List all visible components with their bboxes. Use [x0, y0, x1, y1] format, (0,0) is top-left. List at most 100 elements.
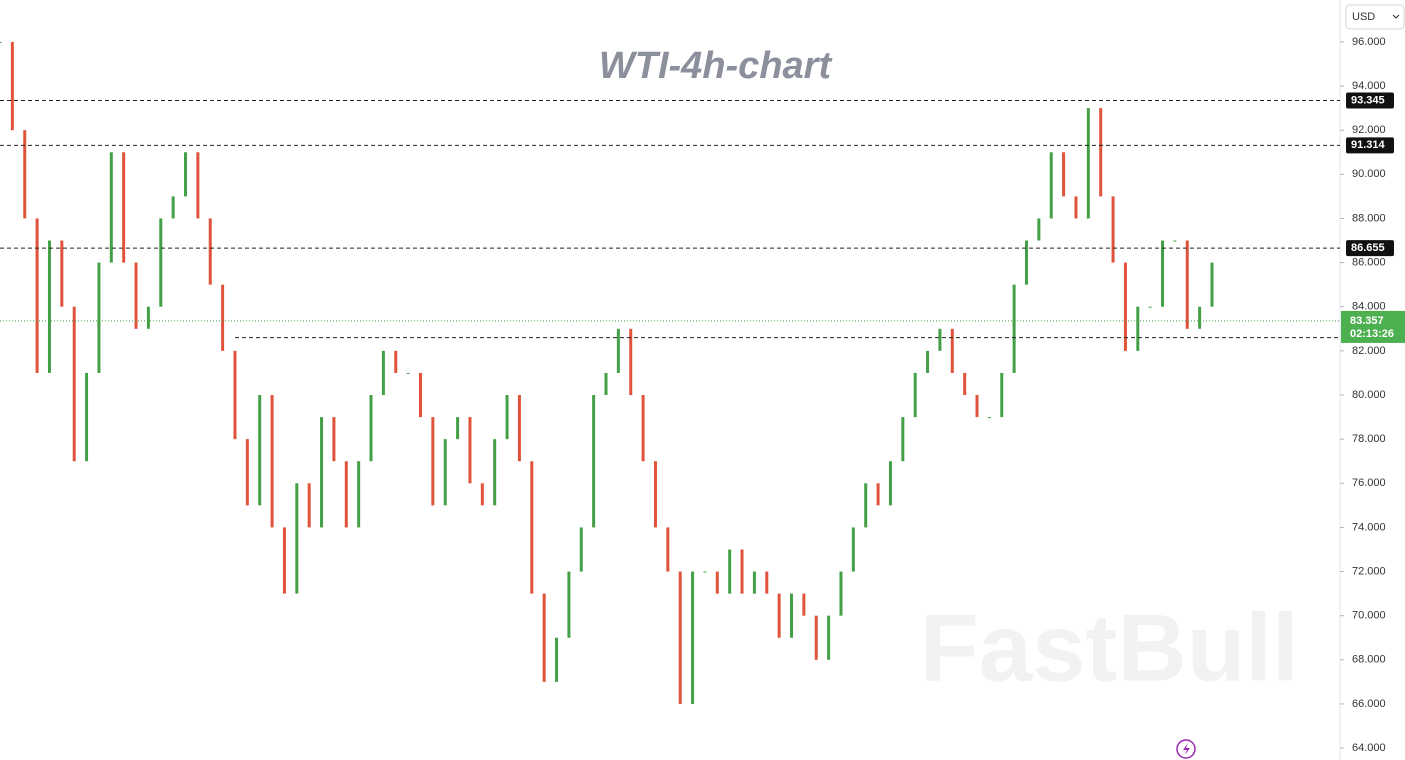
- candle: [629, 328, 633, 396]
- candle: [0, 41, 2, 43]
- candle: [159, 218, 163, 307]
- candle: [1037, 218, 1041, 241]
- y-tick-label: 68.000: [1352, 654, 1386, 666]
- candle: [666, 527, 670, 572]
- y-tick-label: 78.000: [1352, 433, 1386, 445]
- candle: [307, 483, 311, 528]
- y-tick-label: 84.000: [1352, 301, 1386, 313]
- candle: [72, 306, 76, 462]
- candle: [530, 461, 534, 594]
- currency-select[interactable]: [1345, 4, 1405, 30]
- candle: [1185, 240, 1189, 329]
- y-tick-label: 66.000: [1352, 698, 1386, 710]
- candle: [23, 130, 27, 219]
- candle: [592, 395, 596, 528]
- candle: [381, 350, 385, 396]
- candle: [641, 395, 645, 462]
- candle: [406, 372, 410, 374]
- candle: [369, 395, 373, 462]
- candle: [357, 461, 361, 528]
- candle: [1210, 262, 1214, 307]
- flash-icon[interactable]: [1176, 739, 1196, 759]
- candle: [47, 240, 51, 373]
- level-box: [1346, 240, 1394, 257]
- candle: [443, 439, 447, 506]
- candle: [888, 461, 892, 506]
- candle: [691, 571, 695, 704]
- candle: [332, 417, 336, 462]
- candle: [1111, 196, 1115, 263]
- candle: [555, 637, 559, 682]
- candle: [851, 527, 855, 572]
- candle: [85, 372, 89, 462]
- candle: [468, 417, 472, 484]
- candle: [1198, 306, 1202, 329]
- candle: [616, 328, 620, 373]
- candle: [765, 571, 769, 594]
- level-label: 91.314: [1351, 139, 1386, 151]
- chart-title: WTI-4h-chart: [599, 45, 833, 87]
- candle: [196, 152, 200, 219]
- level-box: [1346, 92, 1394, 109]
- candle: [653, 461, 657, 528]
- candle: [1173, 240, 1177, 242]
- candle: [122, 152, 126, 263]
- candle: [728, 549, 732, 594]
- candle: [245, 439, 249, 506]
- candle: [1148, 306, 1152, 308]
- y-tick-label: 96.000: [1352, 36, 1386, 48]
- candle: [604, 372, 608, 396]
- candle: [184, 152, 188, 197]
- y-tick-label: 90.000: [1352, 168, 1386, 180]
- candle: [901, 417, 905, 462]
- y-tick-label: 82.000: [1352, 345, 1386, 357]
- candle: [1000, 372, 1004, 418]
- y-tick-label: 76.000: [1352, 477, 1386, 489]
- current-price-box: [1341, 310, 1405, 343]
- candle: [1136, 306, 1140, 351]
- candle: [567, 571, 571, 638]
- candle: [418, 372, 422, 418]
- y-tick-label: 80.000: [1352, 389, 1386, 401]
- candle: [344, 461, 348, 528]
- candle: [10, 41, 14, 131]
- candle: [987, 417, 991, 419]
- dropdown-arrow: [1392, 14, 1400, 19]
- candle: [678, 571, 682, 704]
- candle: [480, 483, 484, 506]
- candle: [876, 483, 880, 506]
- y-tick-label: 72.000: [1352, 565, 1386, 577]
- candle: [431, 417, 435, 506]
- y-tick-label: 74.000: [1352, 521, 1386, 533]
- candle: [505, 395, 509, 440]
- current-price-label: 83.357: [1350, 315, 1384, 327]
- candle: [975, 395, 979, 418]
- candle: [233, 350, 237, 440]
- candle: [1024, 240, 1028, 285]
- candle: [926, 350, 930, 373]
- candle: [493, 439, 497, 506]
- candle: [864, 483, 868, 528]
- level-label: 93.345: [1351, 94, 1385, 106]
- candle: [703, 571, 707, 573]
- level-box: [1346, 137, 1394, 154]
- candle: [542, 593, 546, 682]
- candle: [950, 328, 954, 373]
- currency-label[interactable]: USD: [1352, 11, 1375, 23]
- candle: [1012, 284, 1016, 373]
- candle: [839, 571, 843, 616]
- countdown-label: 02:13:26: [1350, 328, 1394, 340]
- candle: [913, 372, 917, 418]
- candle: [97, 262, 101, 373]
- candle: [802, 593, 806, 616]
- candle: [221, 284, 225, 351]
- candle: [814, 615, 818, 660]
- candle: [752, 571, 756, 594]
- candle: [109, 152, 113, 263]
- candle: [146, 306, 150, 329]
- candle: [171, 196, 175, 219]
- watermark: FastBull: [920, 594, 1299, 701]
- candle: [715, 571, 719, 594]
- y-tick-label: 64.000: [1352, 742, 1386, 754]
- candle: [777, 593, 781, 638]
